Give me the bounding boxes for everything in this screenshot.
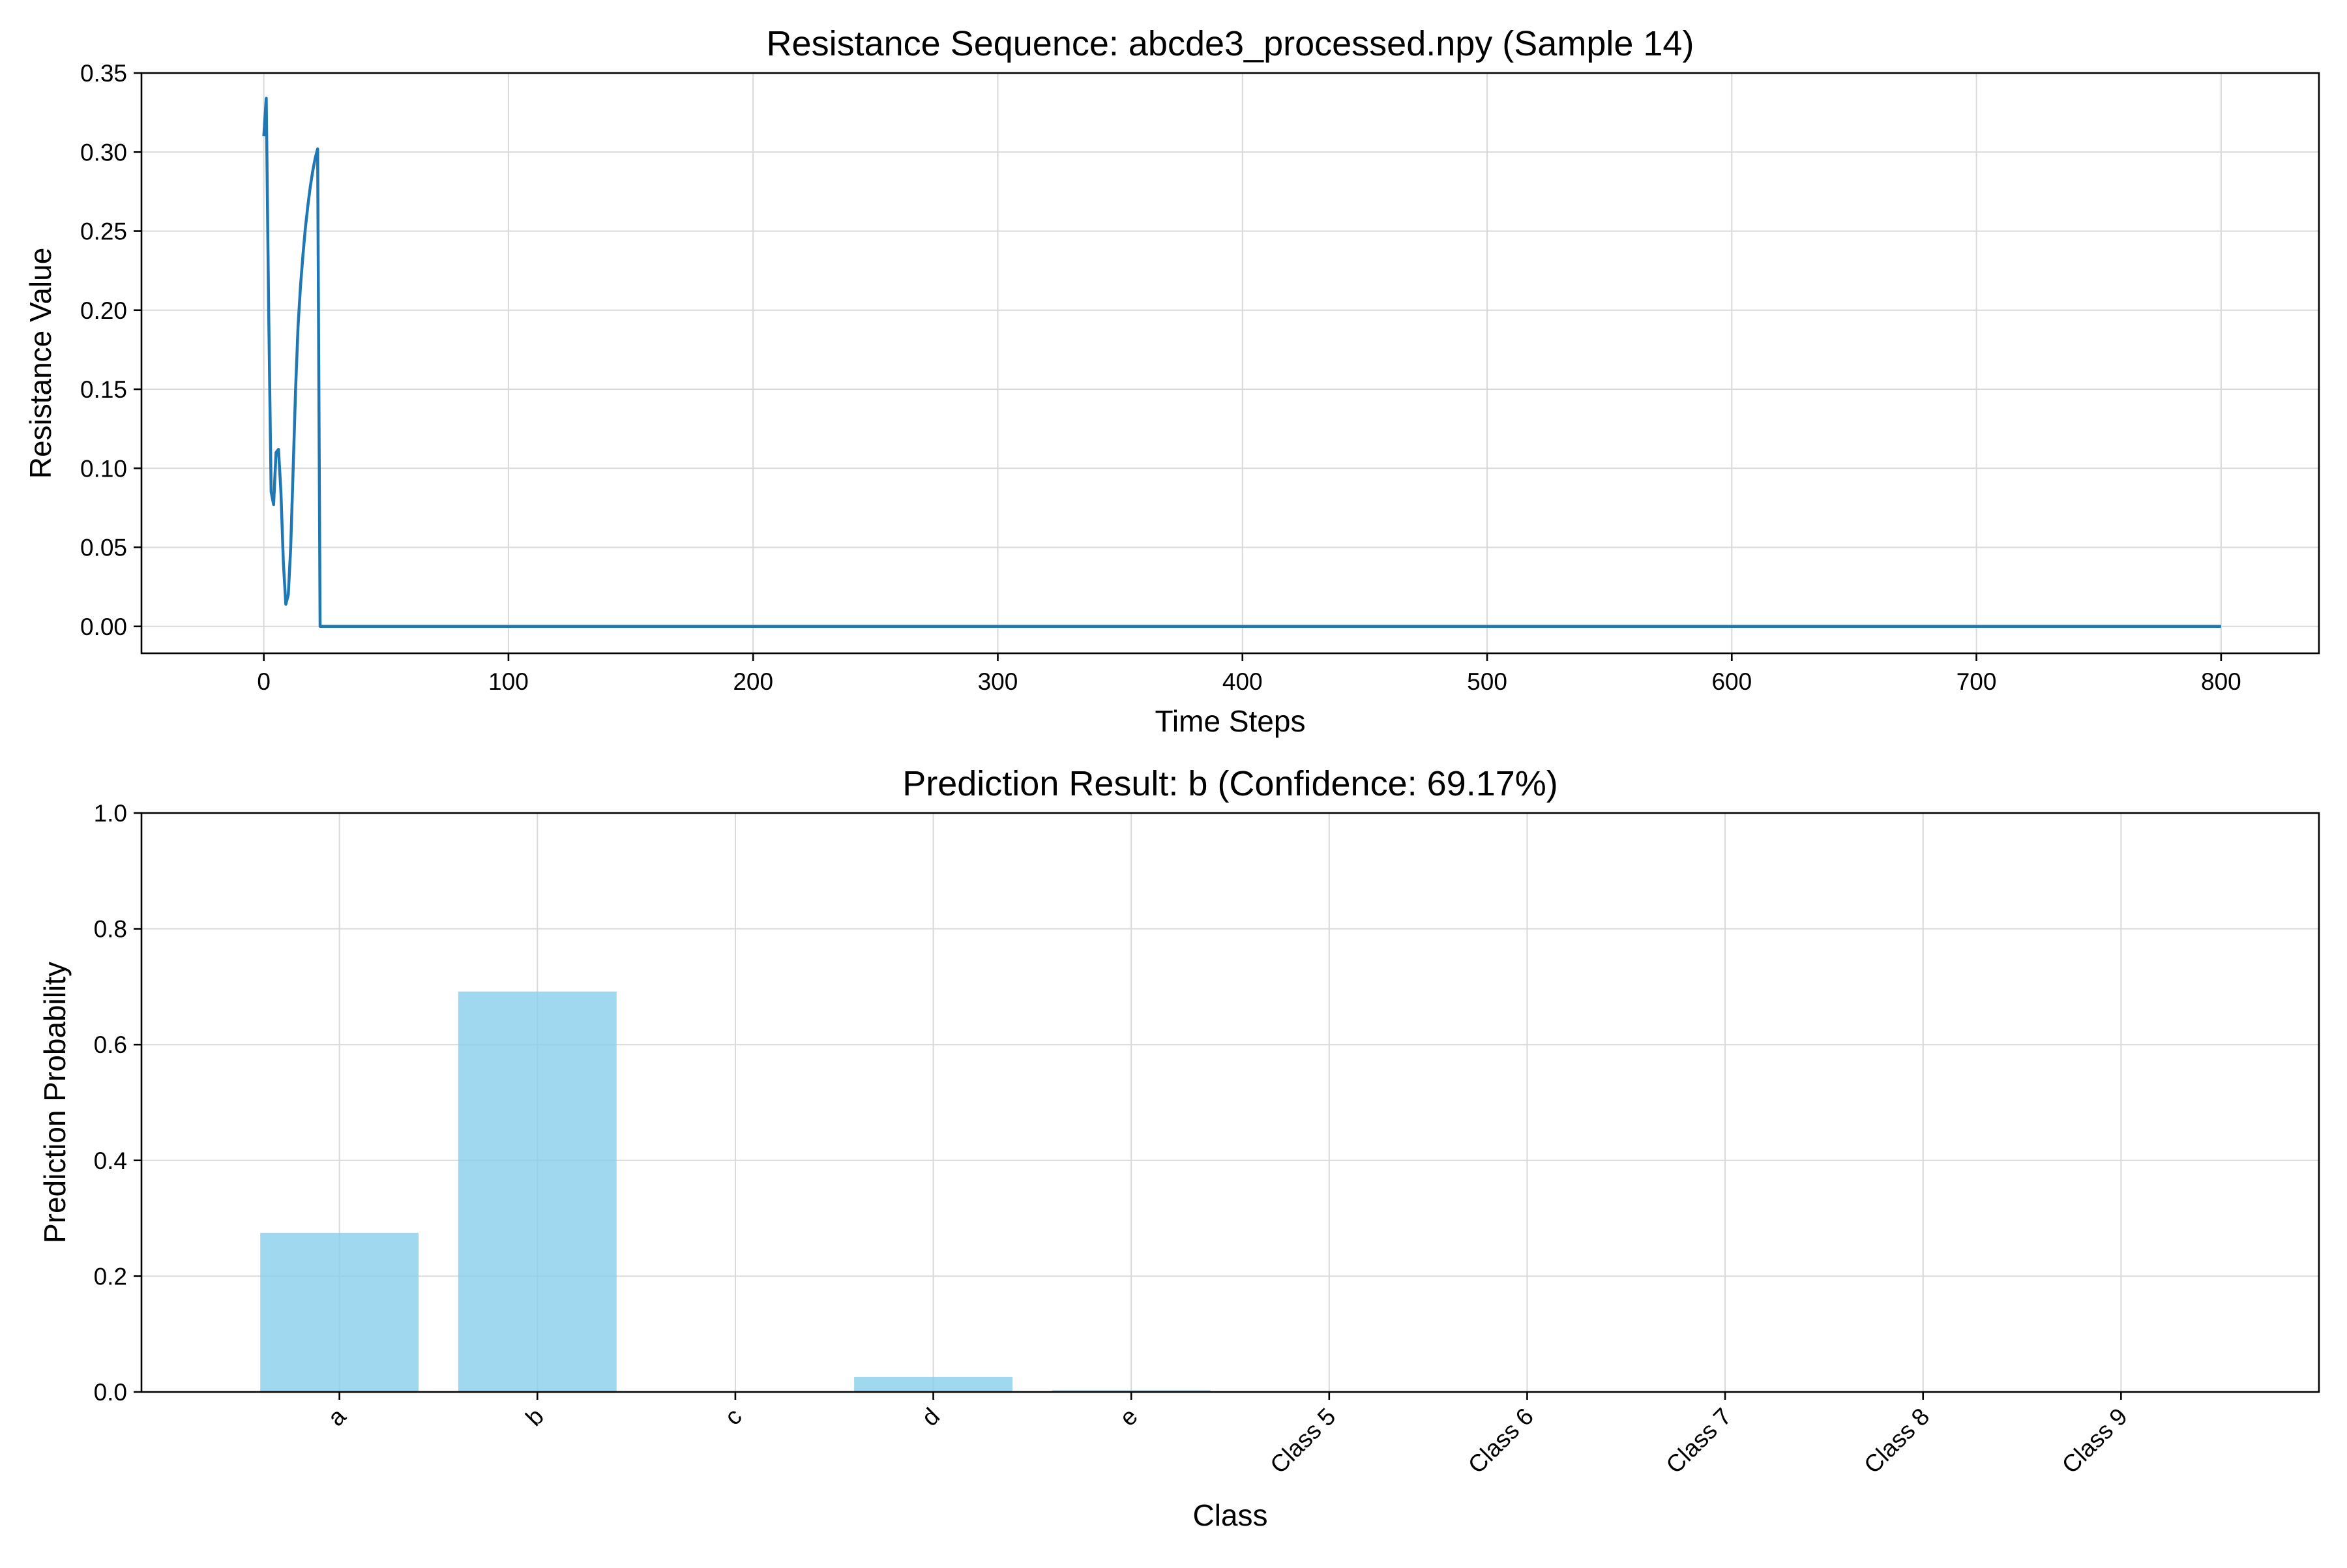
bar-chart-xtick-label: b xyxy=(520,1403,549,1432)
line-chart-xlabel: Time Steps xyxy=(1155,704,1306,738)
line-chart-xtick-label: 600 xyxy=(1711,668,1752,695)
bar-e xyxy=(1052,1390,1211,1392)
bar-chart-ytick-label: 0.8 xyxy=(94,916,127,943)
line-chart-frame xyxy=(140,72,2320,655)
bar-chart-xtick-label: Class 6 xyxy=(1463,1403,1539,1479)
line-chart-ytick-label: 0.00 xyxy=(80,614,127,640)
line-chart-xtick-label: 200 xyxy=(733,668,773,695)
line-chart-xtick-label: 800 xyxy=(2201,668,2241,695)
line-chart-xtick-label: 100 xyxy=(488,668,529,695)
bar-chart-xtick-label: Class 7 xyxy=(1661,1403,1737,1479)
line-chart-ytick-label: 0.20 xyxy=(80,297,127,324)
bar-chart-ytick-label: 0.4 xyxy=(94,1147,127,1174)
bar-chart-ytick-label: 1.0 xyxy=(94,800,127,827)
line-chart-xtick-label: 500 xyxy=(1467,668,1507,695)
line-chart-ytick-label: 0.05 xyxy=(80,535,127,561)
line-chart-xtick-label: 700 xyxy=(1956,668,1997,695)
line-chart-ytick-label: 0.15 xyxy=(80,376,127,403)
resistance-line-chart: Resistance Sequence: abcde3_processed.np… xyxy=(23,24,2320,738)
bar-a xyxy=(260,1232,419,1392)
bar-chart-bars xyxy=(260,991,1211,1392)
line-chart-ticks: 0 100 200 300 400 500 600 700 800 0.00 0.05 0.10 0.1… xyxy=(80,60,2241,695)
line-chart-ytick-label: 0.25 xyxy=(80,218,127,245)
bar-chart-xtick-label: Class 8 xyxy=(1859,1403,1934,1479)
line-chart-xtick-label: 400 xyxy=(1222,668,1263,695)
bar-chart-ytick-label: 0.6 xyxy=(94,1031,127,1058)
bar-chart-xtick-label: c xyxy=(719,1403,746,1430)
line-chart-ytick-label: 0.10 xyxy=(80,455,127,482)
bar-chart-title: Prediction Result: b (Confidence: 69.17%… xyxy=(902,764,1558,803)
prediction-bar-chart: Prediction Result: b (Confidence: 69.17%… xyxy=(38,764,2320,1532)
bar-d xyxy=(854,1376,1012,1392)
bar-chart-frame xyxy=(140,812,2320,1393)
bar-chart-xtick-label: e xyxy=(1114,1403,1143,1432)
bar-chart-ytick-label: 0.2 xyxy=(94,1263,127,1290)
resistance-series-line xyxy=(262,96,2221,629)
bar-chart-xtick-label: d xyxy=(917,1403,945,1432)
bar-b xyxy=(458,991,617,1392)
line-chart-xtick-label: 0 xyxy=(257,668,271,695)
line-chart-ytick-label: 0.35 xyxy=(80,60,127,87)
line-chart-grid xyxy=(141,72,2319,653)
line-chart-ytick-label: 0.30 xyxy=(80,139,127,166)
bar-chart-xtick-label: Class 5 xyxy=(1265,1403,1340,1479)
bar-chart-ylabel: Prediction Probability xyxy=(38,962,72,1243)
line-chart-title: Resistance Sequence: abcde3_processed.np… xyxy=(767,24,1694,63)
bar-chart-xlabel: Class xyxy=(1192,1498,1267,1532)
bar-chart-xtick-label: a xyxy=(323,1402,351,1431)
bar-chart-xtick-label: Class 9 xyxy=(2057,1403,2133,1479)
line-chart-ylabel: Resistance Value xyxy=(23,248,57,479)
line-chart-xtick-label: 300 xyxy=(978,668,1018,695)
bar-chart-ytick-label: 0.0 xyxy=(94,1379,127,1406)
